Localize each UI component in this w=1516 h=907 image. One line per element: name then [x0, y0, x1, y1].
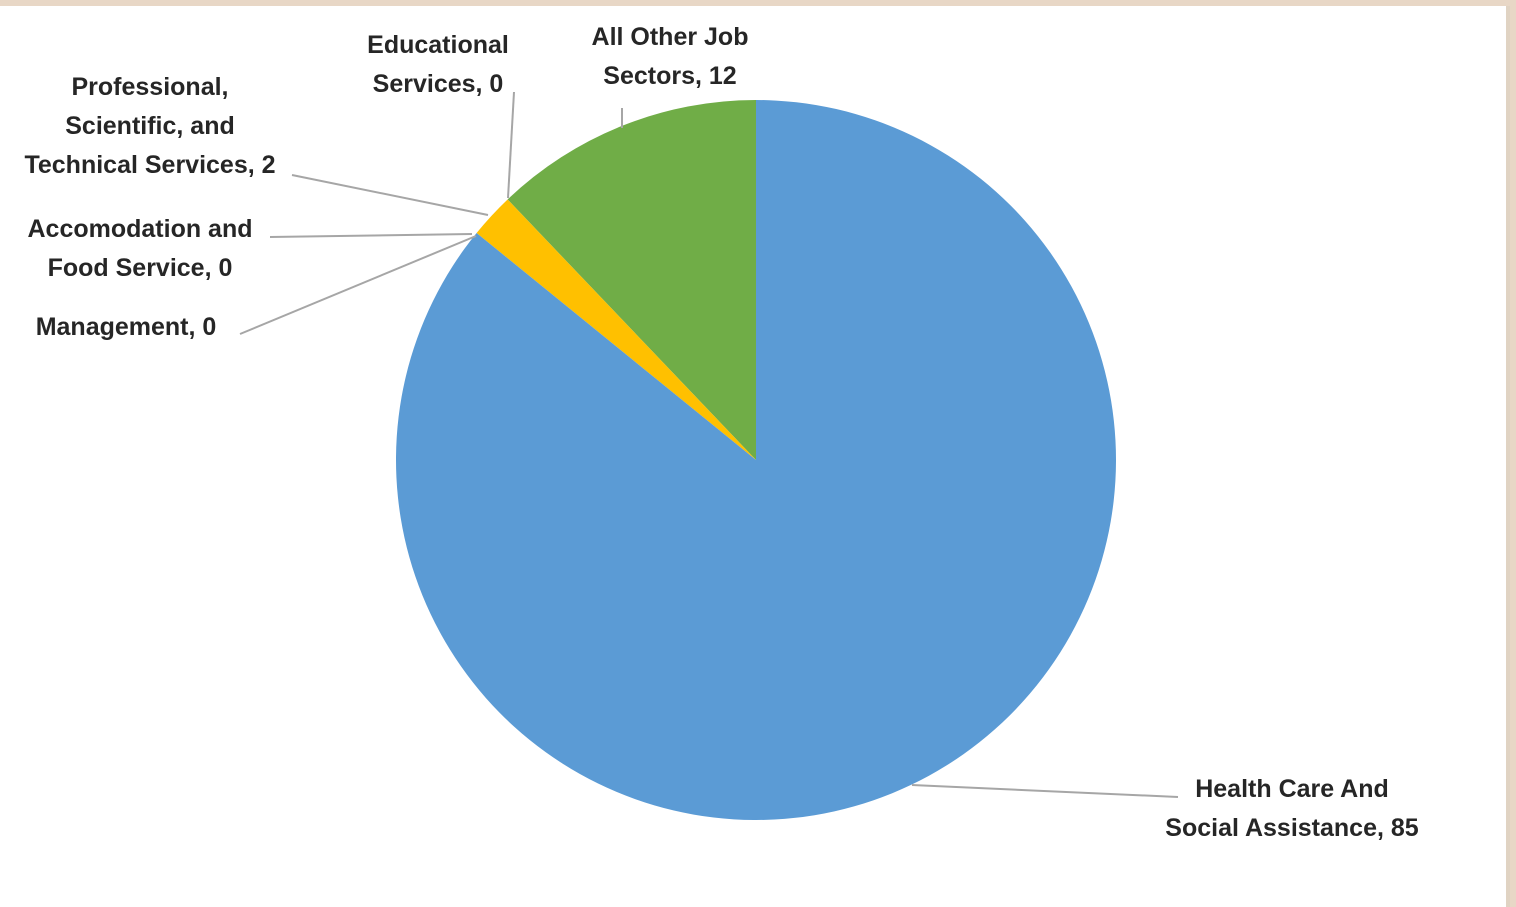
data-label: Accomodation and Food Service, 0 [27, 215, 252, 282]
data-labels: All Other Job Sectors, 12 Educational Servi… [24, 23, 1418, 842]
leader-line [291, 174, 489, 216]
data-label-line: Professional, [72, 73, 229, 101]
leader-line [269, 233, 473, 238]
data-label: Health Care And Social Assistance, 85 [1165, 775, 1418, 842]
pie-slice-professional-scientific-and-technical-services [476, 199, 756, 460]
data-label-line: Food Service, 0 [48, 254, 233, 282]
data-label: Professional, Scientific, and Technical Se… [24, 73, 275, 179]
pie-slice-all-other-job-sectors [507, 100, 756, 460]
data-label-line: Social Assistance, 85 [1165, 814, 1418, 842]
data-label-line: Accomodation and [27, 215, 252, 243]
data-label-line: Educational [367, 31, 509, 59]
data-label-line: Services, 0 [373, 70, 504, 98]
data-label: All Other Job Sectors, 12 [592, 23, 749, 90]
leader-line [911, 784, 1179, 798]
pie-slices [396, 100, 1117, 820]
leader-lines [239, 91, 1179, 798]
pie-slice-health-care-and-social-assistance [396, 100, 1117, 820]
data-label: Educational Services, 0 [367, 31, 509, 98]
data-label-line: Health Care And [1195, 775, 1389, 803]
data-label-line: Scientific, and [65, 112, 234, 140]
data-label-line: All Other Job [592, 23, 749, 51]
data-label-line: Technical Services, 2 [24, 151, 275, 179]
data-label-line: Sectors, 12 [603, 62, 736, 90]
data-label: Management, 0 [36, 313, 217, 341]
leader-line [239, 235, 477, 335]
leader-line [507, 91, 515, 199]
data-label-line: Management, 0 [36, 313, 217, 341]
